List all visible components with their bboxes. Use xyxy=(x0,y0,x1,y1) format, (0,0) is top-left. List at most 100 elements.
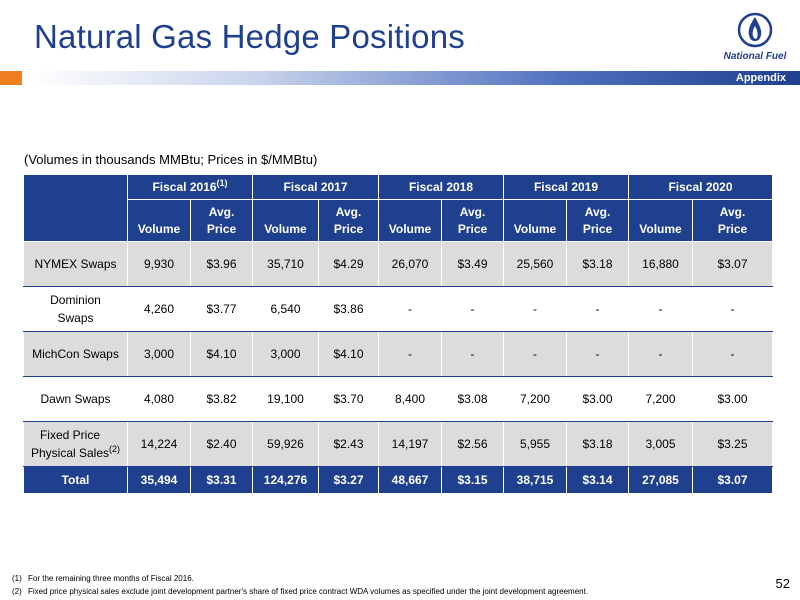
row-label: NYMEX Swaps xyxy=(23,241,128,287)
table-cell: $3.77 xyxy=(190,286,253,332)
table-cell: 7,200 xyxy=(628,376,693,422)
table-cell: 14,224 xyxy=(127,421,191,467)
table-cell: - xyxy=(441,286,504,332)
fiscal-year-label: Fiscal 2019 xyxy=(533,180,599,194)
table-cell: - xyxy=(566,286,629,332)
row-label: Total xyxy=(23,466,128,494)
table-cell: 3,000 xyxy=(252,331,319,377)
table-cell: 16,880 xyxy=(628,241,693,287)
row-label: Dominion Swaps xyxy=(23,286,128,332)
table-cell: $3.49 xyxy=(441,241,504,287)
fiscal-year-header: Fiscal 2020 xyxy=(628,174,773,200)
table-cell: 4,080 xyxy=(127,376,191,422)
table-cell: 7,200 xyxy=(503,376,567,422)
hedge-positions-table: Fiscal 2016(1) Fiscal 2017 Fiscal 2018 F… xyxy=(23,174,773,494)
fiscal-year-header: Fiscal 2018 xyxy=(378,174,504,200)
table-cell: $4.29 xyxy=(318,241,379,287)
table-cell: 9,930 xyxy=(127,241,191,287)
avg-price-header: Avg. Price xyxy=(318,199,379,242)
table-row-total: Total 35,494 $3.31 124,276 $3.27 48,667 … xyxy=(23,466,773,494)
table-cell: 19,100 xyxy=(252,376,319,422)
table-row-fixed-price-physical-sales: Fixed Price Physical Sales(2) 14,224 $2.4… xyxy=(23,421,773,467)
table-row-nymex-swaps: NYMEX Swaps 9,930 $3.96 35,710 $4.29 26,… xyxy=(23,241,773,287)
table-cell: - xyxy=(503,331,567,377)
table-cell: $3.25 xyxy=(692,421,773,467)
volume-header: Volume xyxy=(378,199,442,242)
footnote: (2) Fixed price physical sales exclude j… xyxy=(12,587,589,596)
table-cell: $2.56 xyxy=(441,421,504,467)
row-label: MichCon Swaps xyxy=(23,331,128,377)
table-cell: - xyxy=(692,331,773,377)
table-cell: 35,710 xyxy=(252,241,319,287)
logo-text: National Fuel xyxy=(723,51,787,62)
table-cell: 27,085 xyxy=(628,466,693,494)
section-tab: Appendix xyxy=(735,72,786,84)
table-cell: 48,667 xyxy=(378,466,442,494)
table-cell: 3,005 xyxy=(628,421,693,467)
table-cell: $3.82 xyxy=(190,376,253,422)
footnotes: (1) For the remaining three months of Fi… xyxy=(12,572,588,598)
table-cell: $3.00 xyxy=(566,376,629,422)
table-cell: $4.10 xyxy=(318,331,379,377)
table-cell: 3,000 xyxy=(127,331,191,377)
table-cell: 25,560 xyxy=(503,241,567,287)
table-cell: - xyxy=(378,331,442,377)
volume-header: Volume xyxy=(127,199,191,242)
header-corner xyxy=(23,174,128,242)
header-accent-bar xyxy=(0,71,22,85)
table-cell: 8,400 xyxy=(378,376,442,422)
table-cell: $2.43 xyxy=(318,421,379,467)
flame-icon xyxy=(737,12,773,48)
table-cell: $3.70 xyxy=(318,376,379,422)
table-cell: $3.86 xyxy=(318,286,379,332)
avg-price-header: Avg. Price xyxy=(566,199,629,242)
table-cell: $3.07 xyxy=(692,466,773,494)
table-cell: 6,540 xyxy=(252,286,319,332)
row-label: Fixed Price Physical Sales(2) xyxy=(23,421,128,467)
table-cell: $4.10 xyxy=(190,331,253,377)
table-cell: $3.96 xyxy=(190,241,253,287)
table-row-dawn-swaps: Dawn Swaps 4,080 $3.82 19,100 $3.70 8,40… xyxy=(23,376,773,422)
fiscal-year-label: Fiscal 2018 xyxy=(408,180,474,194)
table-cell: - xyxy=(628,286,693,332)
table-cell: $3.07 xyxy=(692,241,773,287)
avg-price-header: Avg. Price xyxy=(692,199,773,242)
page-title: Natural Gas Hedge Positions xyxy=(34,18,465,55)
volume-header: Volume xyxy=(628,199,693,242)
table-cell: $3.27 xyxy=(318,466,379,494)
avg-price-header: Avg. Price xyxy=(190,199,253,242)
footnote-marker: (2) xyxy=(109,444,121,454)
table-cell: $3.14 xyxy=(566,466,629,494)
table-cell: - xyxy=(503,286,567,332)
table-cell: 35,494 xyxy=(127,466,191,494)
volume-header: Volume xyxy=(252,199,319,242)
header-band xyxy=(28,71,800,85)
table-cell: - xyxy=(628,331,693,377)
table-cell: 5,955 xyxy=(503,421,567,467)
table-cell: - xyxy=(566,331,629,377)
table-cell: 59,926 xyxy=(252,421,319,467)
row-label: Dawn Swaps xyxy=(23,376,128,422)
table-row-michcon-swaps: MichCon Swaps 3,000 $4.10 3,000 $4.10 - … xyxy=(23,331,773,377)
table-cell: $2.40 xyxy=(190,421,253,467)
fiscal-year-label: Fiscal 2016 xyxy=(152,180,217,194)
table-row-dominion-swaps: Dominion Swaps 4,260 $3.77 6,540 $3.86 - … xyxy=(23,286,773,332)
table-cell: 4,260 xyxy=(127,286,191,332)
table-cell: 38,715 xyxy=(503,466,567,494)
table-cell: 124,276 xyxy=(252,466,319,494)
table-cell: - xyxy=(692,286,773,332)
table-cell: $3.31 xyxy=(190,466,253,494)
avg-price-header: Avg. Price xyxy=(441,199,504,242)
table-cell: $3.08 xyxy=(441,376,504,422)
table-cell: 26,070 xyxy=(378,241,442,287)
footnote-marker: (1) xyxy=(216,178,228,188)
table-cell: - xyxy=(441,331,504,377)
fiscal-year-header: Fiscal 2019 xyxy=(503,174,629,200)
table-cell: $3.15 xyxy=(441,466,504,494)
fiscal-year-header: Fiscal 2016(1) xyxy=(127,174,253,200)
footnote: (1) For the remaining three months of Fi… xyxy=(12,574,194,583)
volume-header: Volume xyxy=(503,199,567,242)
page-number: 52 xyxy=(775,576,790,591)
table-cell: $3.00 xyxy=(692,376,773,422)
table-cell: 14,197 xyxy=(378,421,442,467)
